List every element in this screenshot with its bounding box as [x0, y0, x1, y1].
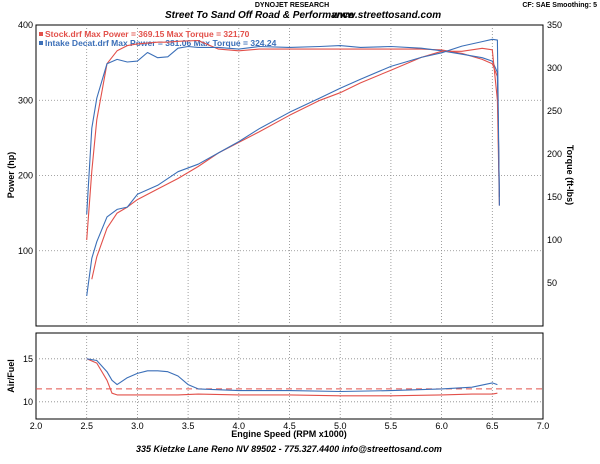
airfuel-line-stock: [86, 358, 498, 397]
x-axis-label: Engine Speed (RPM x1000): [231, 429, 347, 439]
x-tick-label: 4.0: [233, 421, 246, 431]
power-line-stock: [91, 47, 500, 280]
x-tick-label: 6.5: [486, 421, 499, 431]
af-grid: 2.0 2.5 3.0 3.5 4.0 4.5 5.0 5.5 6.0 6.5 7.0 10 15: [23, 332, 550, 431]
af-tick-label: 10: [23, 397, 33, 407]
legend-swatch-decat: [39, 41, 43, 45]
power-line-decat: [86, 38, 500, 296]
airfuel-line-decat: [86, 358, 498, 393]
y-tick-label: 400: [18, 20, 33, 30]
main-grid: 100 200 300 400 50 100 150 200 250 300 350: [18, 20, 562, 327]
x-tick-label: 3.0: [131, 421, 144, 431]
torque-line-stock: [86, 39, 500, 241]
y-tick-label: 300: [18, 95, 33, 105]
series-af: [86, 358, 498, 397]
research-label: DYNOJET RESEARCH: [255, 2, 329, 9]
footer-address: 335 Kietzke Lane Reno NV 89502 - 775.327…: [136, 444, 442, 454]
legend-decat: Intake Decat.drf Max Power = 381.06 Max …: [45, 38, 277, 48]
y2-tick-label: 200: [547, 149, 562, 159]
x-tick-label: 2.5: [80, 421, 93, 431]
torque-line-decat: [86, 45, 500, 215]
series-main: [86, 38, 500, 296]
y2-axis-label-torque: Torque (ft-lbs): [565, 145, 575, 205]
y2-tick-label: 100: [547, 235, 562, 245]
x-tick-label: 5.0: [334, 421, 347, 431]
y2-tick-label: 250: [547, 106, 562, 116]
y2-tick-label: 150: [547, 192, 562, 202]
website-label: www.streettosand.com: [332, 10, 441, 21]
y-axis-label-power: Power (hp): [6, 152, 16, 199]
corner-label: CF: SAE Smoothing: 5: [522, 2, 597, 9]
y2-tick-label: 350: [547, 20, 562, 30]
legend-stock: Stock.drf Max Power = 369.15 Max Torque …: [45, 29, 250, 39]
af-tick-label: 15: [23, 354, 33, 364]
legend-swatch-stock: [39, 32, 43, 36]
x-tick-label: 7.0: [537, 421, 550, 431]
y-tick-label: 100: [18, 246, 33, 256]
x-tick-label: 6.0: [435, 421, 448, 431]
y-axis-label-airfuel: Air/Fuel: [6, 359, 16, 393]
x-tick-label: 4.5: [283, 421, 296, 431]
shop-name: Street To Sand Off Road & Performance: [165, 10, 354, 21]
x-tick-label: 5.5: [385, 421, 398, 431]
x-tick-label: 3.5: [182, 421, 195, 431]
y2-tick-label: 300: [547, 63, 562, 73]
x-tick-label: 2.0: [30, 421, 43, 431]
y-tick-label: 200: [18, 171, 33, 181]
y2-tick-label: 50: [547, 278, 557, 288]
